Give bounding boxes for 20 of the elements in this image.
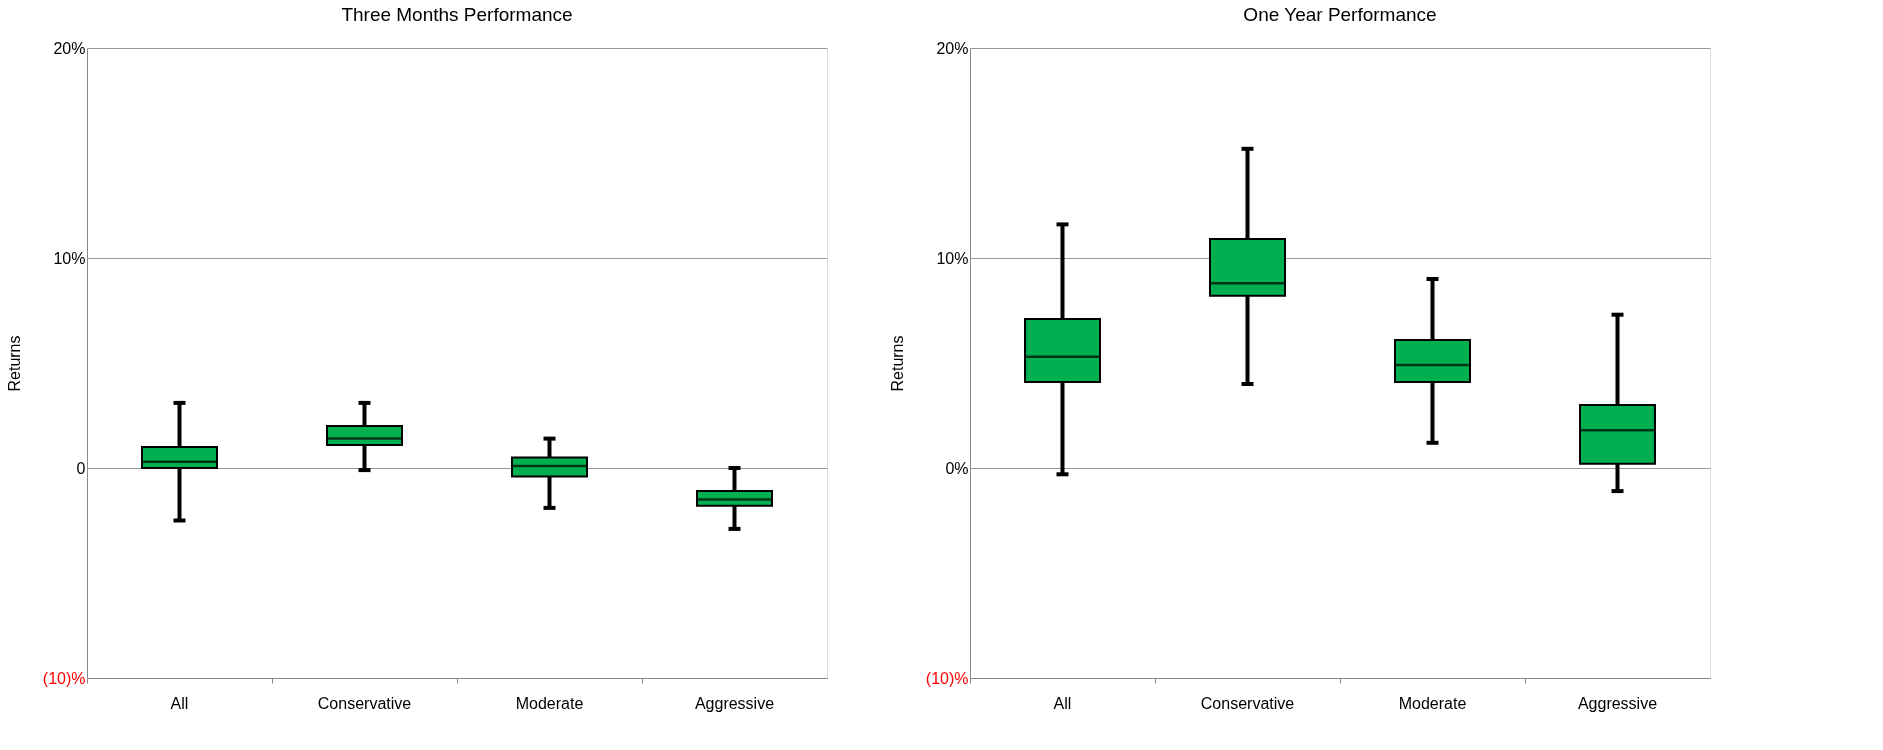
y-axis-title: Returns: [888, 335, 906, 392]
x-tick-label: Aggressive: [694, 694, 775, 712]
y-tick-label: 20%: [53, 39, 86, 57]
y-tick-label: 10%: [53, 249, 86, 267]
x-tick-label: Moderate: [515, 694, 584, 712]
y-tick-label: 0: [76, 459, 86, 477]
x-tick-label: Aggressive: [1577, 694, 1658, 712]
chart-title: One Year Performance: [1243, 4, 1437, 25]
y-tick-label: 20%: [936, 39, 969, 57]
x-tick-label: Conservative: [317, 694, 412, 712]
y-tick-label: (10)%: [42, 669, 86, 687]
y-tick-label: 0%: [945, 459, 969, 477]
x-tick-label: Conservative: [1200, 694, 1295, 712]
x-tick-label: All: [170, 694, 189, 712]
y-tick-label: (10)%: [925, 669, 969, 687]
x-tick-label: All: [1053, 694, 1072, 712]
y-tick-label: 10%: [936, 249, 969, 267]
y-axis-title: Returns: [5, 335, 23, 392]
chart-title: Three Months Performance: [341, 4, 573, 25]
x-tick-label: Moderate: [1398, 694, 1467, 712]
